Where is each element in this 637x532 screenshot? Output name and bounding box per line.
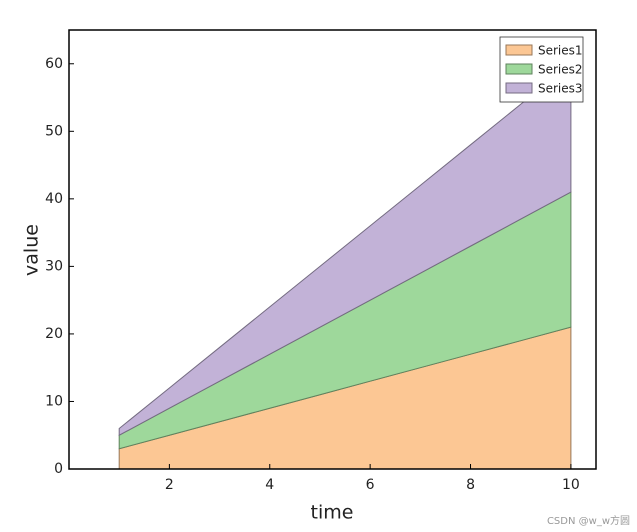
legend-swatch bbox=[505, 82, 533, 94]
y-tick-label: 0 bbox=[54, 461, 63, 477]
y-tick-label: 10 bbox=[45, 393, 63, 409]
plot-frame bbox=[68, 29, 597, 470]
x-axis-label: time bbox=[311, 502, 354, 524]
x-tick-label: 8 bbox=[466, 477, 475, 493]
legend-swatch bbox=[505, 44, 533, 56]
y-tick-label: 30 bbox=[45, 258, 63, 274]
y-axis-label: value bbox=[21, 224, 43, 276]
watermark: CSDN @w_w方圆 bbox=[547, 514, 630, 527]
y-tick-label: 20 bbox=[45, 326, 63, 342]
x-tick-label: 2 bbox=[165, 477, 174, 493]
legend-label: Series2 bbox=[538, 63, 583, 77]
y-tick-label: 60 bbox=[45, 56, 63, 72]
y-tick-label: 50 bbox=[45, 123, 63, 139]
area bbox=[118, 62, 572, 437]
x-tick-label: 4 bbox=[265, 477, 274, 493]
legend-swatch bbox=[505, 63, 533, 75]
legend-label: Series3 bbox=[538, 82, 583, 96]
y-tick-label: 40 bbox=[45, 191, 63, 207]
x-tick-label: 6 bbox=[366, 477, 375, 493]
legend-label: Series1 bbox=[538, 44, 583, 58]
x-tick-label: 10 bbox=[562, 477, 580, 493]
